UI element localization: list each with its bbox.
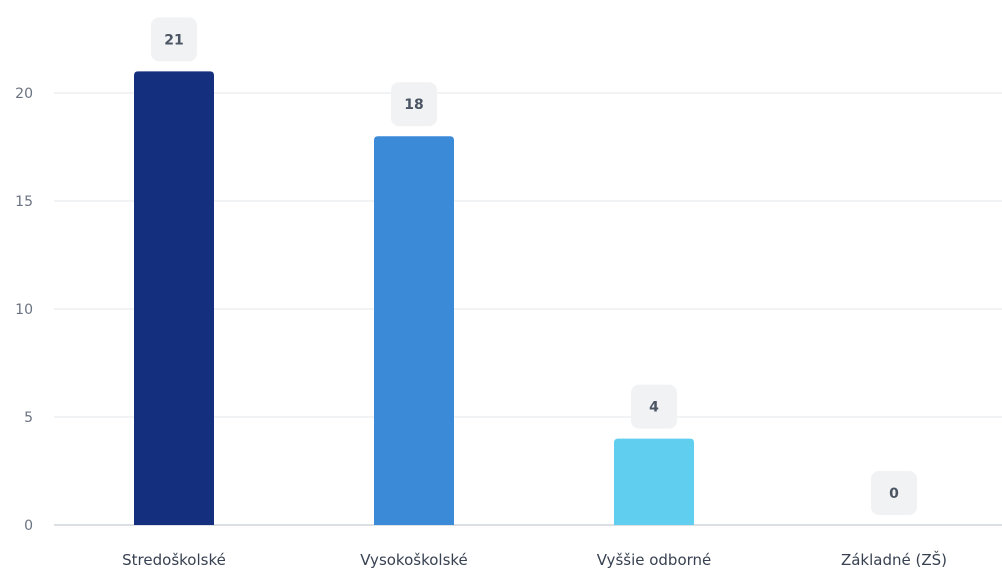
y-tick-label: 10 [15,302,33,318]
data-label: 0 [889,486,899,502]
data-label: 4 [649,400,659,416]
bar[interactable] [614,438,694,525]
bar[interactable] [134,71,214,526]
y-tick-label: 5 [24,410,33,426]
y-tick-label: 15 [15,194,33,210]
data-label: 18 [404,97,423,113]
bar[interactable] [374,136,454,525]
data-label: 21 [164,32,183,48]
data-label-badge [871,471,917,515]
y-axis-ticks: 0 5 10 15 20 [15,86,33,534]
data-label-badge [391,82,437,127]
data-label-badge [631,384,677,429]
data-labels: 21 18 4 0 [151,17,917,515]
x-category-label: Vyššie odborné [597,551,712,569]
bars [134,71,694,526]
x-category-label: Základné (ZŠ) [841,550,947,569]
x-category-label: Vysokoškolské [360,551,468,569]
x-axis-categories: Stredoškolské Vysokoškolské Vyššie odborné… [122,550,947,569]
y-tick-label: 20 [15,86,33,102]
data-label-badge [151,17,197,62]
y-tick-label: 0 [24,518,33,534]
x-category-label: Stredoškolské [122,551,226,569]
